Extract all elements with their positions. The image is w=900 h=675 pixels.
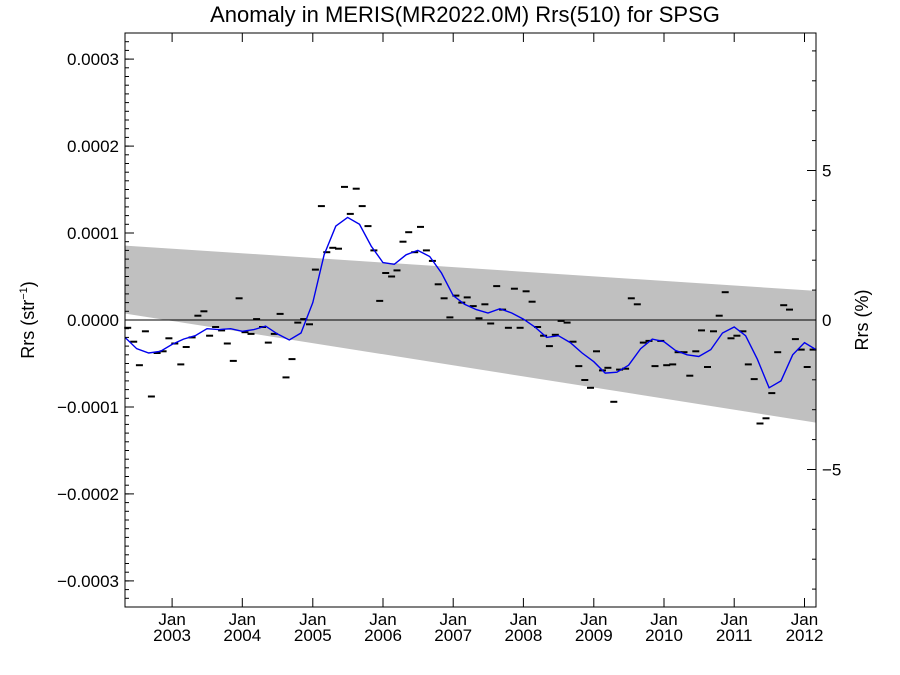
x-tick-year-label: 2007 <box>434 626 472 645</box>
smoothed-series-line <box>124 216 817 389</box>
y2-tick-label: −5 <box>822 461 841 480</box>
y2-tick-label: 5 <box>822 162 831 181</box>
x-tick-year-label: 2005 <box>294 626 332 645</box>
x-tick-month-label: Jan <box>439 610 466 629</box>
smoothed-series-layer <box>124 216 817 389</box>
y-tick-label: 0.0001 <box>67 224 119 243</box>
x-tick-year-label: 2003 <box>153 626 191 645</box>
x-tick-year-label: 2012 <box>786 626 824 645</box>
x-tick-year-label: 2006 <box>364 626 402 645</box>
x-tick-month-label: Jan <box>229 610 256 629</box>
x-tick-month-label: Jan <box>299 610 326 629</box>
x-tick-year-label: 2011 <box>716 626 753 645</box>
x-tick-year-label: 2008 <box>504 626 542 645</box>
x-tick-month-label: Jan <box>650 610 677 629</box>
x-tick-month-label: Jan <box>720 610 747 629</box>
y-axis-label-close: ) <box>18 281 38 287</box>
x-tick-year-label: 2009 <box>575 626 613 645</box>
y2-tick-label: 0 <box>822 311 831 330</box>
x-tick-year-label: 2004 <box>223 626 261 645</box>
y-tick-label: 0.0000 <box>67 311 119 330</box>
right-axis-label: Rrs (%) <box>852 290 872 351</box>
y-tick-label: 0.0003 <box>67 50 119 69</box>
y-tick-label: −0.0003 <box>57 572 119 591</box>
axes-layer: 0.0003 0.0002 0.0001 0.0000 −0.0001 −0.0002 −0… <box>57 33 841 645</box>
y-tick-label: 0.0002 <box>67 137 119 156</box>
x-tick-month-label: Jan <box>580 610 607 629</box>
y-axis-label-superscript: −1 <box>18 287 30 300</box>
x-tick-year-label: 2010 <box>645 626 683 645</box>
x-tick-month-label: Jan <box>791 610 818 629</box>
x-tick-month-label: Jan <box>510 610 537 629</box>
y-axis-label-text: Rrs (str <box>18 300 38 359</box>
trend-band <box>125 245 816 423</box>
y-axis-label: Rrs (str−1) <box>18 281 38 359</box>
x-tick-month-label: Jan <box>369 610 396 629</box>
y-tick-label: −0.0002 <box>57 485 119 504</box>
monthly-points-layer <box>124 185 817 425</box>
confidence-band-layer <box>125 245 816 423</box>
chart-title: Anomaly in MERIS(MR2022.0M) Rrs(510) for… <box>210 2 720 27</box>
y-tick-label: −0.0001 <box>57 398 119 417</box>
x-tick-month-label: Jan <box>158 610 185 629</box>
